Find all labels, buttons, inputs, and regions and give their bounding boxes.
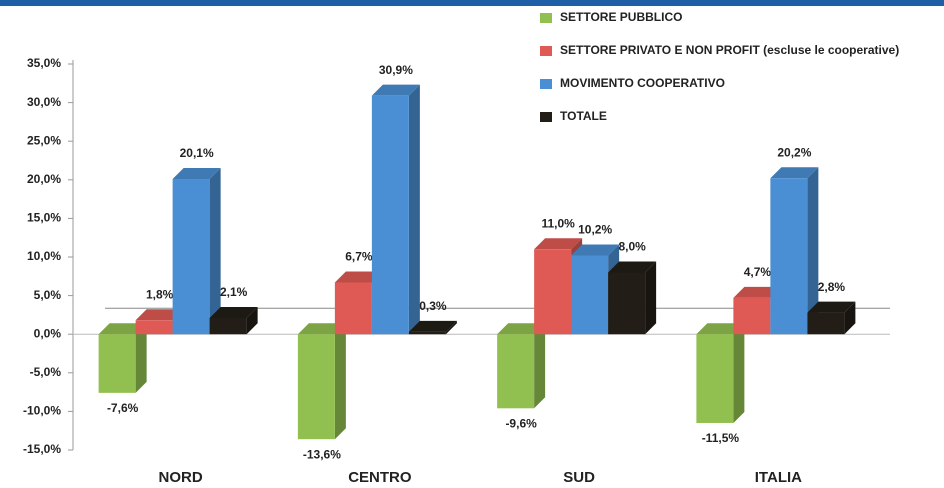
value-label: 10,2% bbox=[578, 223, 612, 237]
legend-swatch bbox=[540, 46, 552, 56]
legend-label: TOTALE bbox=[560, 109, 607, 123]
y-tick-label: 15,0% bbox=[27, 211, 61, 225]
bar bbox=[571, 255, 609, 335]
value-label: 20,2% bbox=[777, 145, 811, 159]
bar-3d bbox=[807, 301, 856, 335]
bar-side bbox=[445, 320, 457, 335]
bar bbox=[172, 179, 210, 335]
bar bbox=[696, 334, 734, 423]
bar-3d bbox=[371, 84, 420, 335]
bar-top bbox=[209, 306, 258, 318]
value-label: 1,8% bbox=[146, 287, 174, 301]
legend-label: SETTORE PRIVATO E NON PROFIT (escluse le… bbox=[560, 43, 899, 57]
bar bbox=[497, 334, 535, 409]
bar-top bbox=[497, 323, 546, 335]
bar bbox=[408, 331, 446, 335]
bar-top bbox=[807, 301, 856, 313]
bar-top bbox=[135, 309, 184, 321]
y-tick-label: -15,0% bbox=[23, 442, 61, 456]
bar-3d bbox=[172, 168, 221, 335]
bar-3d bbox=[408, 320, 457, 335]
x-tick-label: NORD bbox=[159, 469, 203, 486]
y-tick-label: 20,0% bbox=[27, 172, 61, 186]
bar-side bbox=[334, 323, 346, 440]
bar-3d bbox=[696, 323, 745, 423]
bar-top bbox=[770, 167, 819, 179]
bar bbox=[807, 312, 845, 335]
top-strip bbox=[0, 0, 944, 6]
legend-label: SETTORE PUBBLICO bbox=[560, 10, 682, 24]
legend-swatch bbox=[540, 112, 552, 122]
value-label: 6,7% bbox=[345, 250, 373, 264]
legend-label: MOVIMENTO COOPERATIVO bbox=[560, 76, 725, 90]
value-label: 30,9% bbox=[379, 63, 413, 77]
bar bbox=[209, 317, 247, 335]
bar-3d bbox=[608, 261, 657, 335]
x-tick-label: SUD bbox=[563, 469, 595, 486]
value-label: -7,6% bbox=[107, 401, 139, 415]
bar-side bbox=[807, 167, 819, 335]
y-tick-label: 5,0% bbox=[34, 288, 62, 302]
bar-top bbox=[334, 271, 383, 283]
bar-3d bbox=[98, 323, 147, 393]
bar-3d bbox=[497, 323, 546, 409]
bar-top bbox=[608, 261, 657, 273]
bar-top bbox=[696, 323, 745, 335]
value-label: -11,5% bbox=[702, 431, 740, 445]
bar bbox=[608, 272, 646, 335]
bar-top bbox=[534, 238, 583, 250]
bar-top bbox=[172, 168, 221, 180]
bar-side bbox=[645, 261, 657, 335]
bar-top bbox=[297, 323, 346, 335]
value-label: -13,6% bbox=[303, 447, 341, 461]
bar-side bbox=[844, 301, 856, 335]
y-tick-label: -10,0% bbox=[23, 404, 61, 418]
value-label: 20,1% bbox=[180, 146, 214, 160]
bar bbox=[98, 334, 136, 393]
bar bbox=[534, 249, 572, 335]
bar bbox=[135, 320, 173, 335]
y-tick-label: 35,0% bbox=[27, 56, 61, 70]
y-tick-label: 25,0% bbox=[27, 133, 61, 147]
bar bbox=[733, 297, 771, 335]
value-label: 2,1% bbox=[220, 285, 248, 299]
value-label: 0,3% bbox=[419, 299, 447, 313]
bar bbox=[371, 95, 409, 335]
x-tick-label: ITALIA bbox=[755, 469, 802, 486]
value-label: 8,0% bbox=[618, 240, 646, 254]
bar-side bbox=[534, 323, 546, 409]
bar-top bbox=[98, 323, 147, 335]
bar-side bbox=[733, 323, 745, 423]
bar bbox=[770, 178, 808, 335]
value-label: -9,6% bbox=[505, 416, 537, 430]
bar bbox=[334, 282, 372, 335]
legend-swatch bbox=[540, 79, 552, 89]
y-tick-label: -5,0% bbox=[30, 365, 62, 379]
bar bbox=[297, 334, 335, 440]
y-tick-label: 30,0% bbox=[27, 95, 61, 109]
value-label: 2,8% bbox=[818, 280, 846, 294]
bar-side bbox=[246, 306, 258, 335]
bar-top bbox=[571, 244, 620, 256]
bar-3d bbox=[297, 323, 346, 440]
y-tick-label: 10,0% bbox=[27, 249, 61, 263]
bar-side bbox=[408, 84, 420, 335]
legend-swatch bbox=[540, 13, 552, 23]
bar-side bbox=[209, 168, 221, 335]
bar-top bbox=[408, 320, 457, 332]
bar-side bbox=[135, 323, 147, 393]
bar-3d bbox=[770, 167, 819, 335]
bar-top bbox=[371, 84, 420, 96]
value-label: 4,7% bbox=[744, 265, 772, 279]
value-label: 11,0% bbox=[541, 216, 575, 230]
x-tick-label: CENTRO bbox=[348, 469, 412, 486]
bar-3d bbox=[209, 306, 258, 335]
y-tick-label: 0,0% bbox=[34, 326, 62, 340]
bar-top bbox=[733, 286, 782, 298]
